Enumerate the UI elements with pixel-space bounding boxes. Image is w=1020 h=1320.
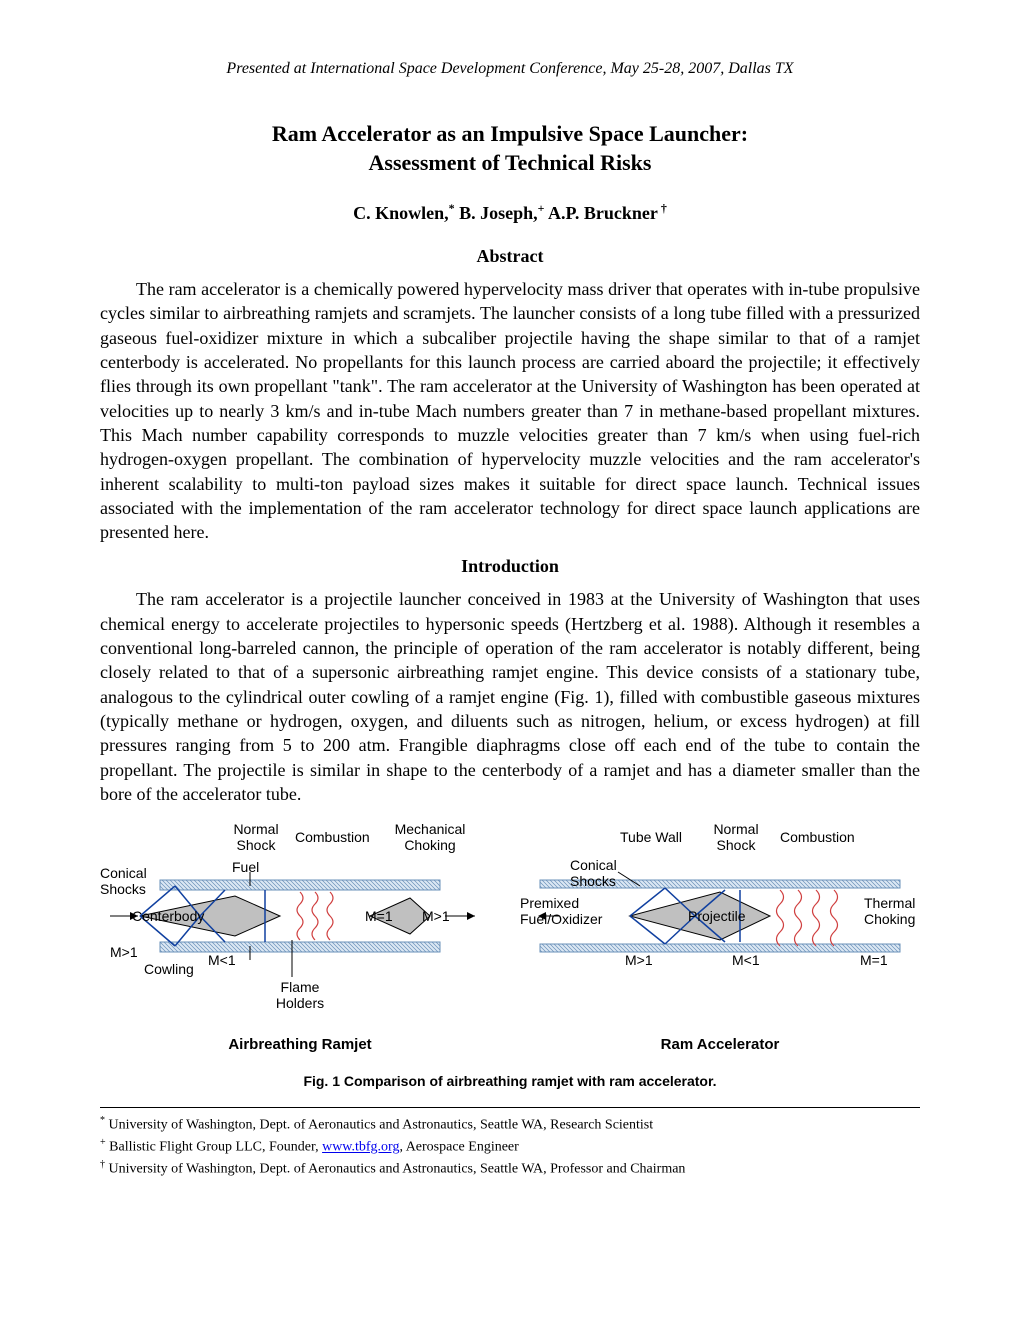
label-projectile: Projectile: [688, 909, 746, 924]
label-tube-wall: Tube Wall: [620, 830, 682, 845]
label-m-gt1-r: M>1: [625, 953, 653, 968]
label-combustion: Combustion: [295, 830, 370, 845]
label-m-lt1: M<1: [208, 953, 236, 968]
label-normal-shock-r: NormalShock: [710, 822, 762, 853]
paper-title: Ram Accelerator as an Impulsive Space La…: [100, 120, 920, 177]
authors: C. Knowlen,* B. Joseph,+ A.P. Bruckner †: [100, 201, 920, 224]
ramjet-panel: ConicalShocks NormalShock Combustion Mec…: [100, 822, 500, 1053]
label-premixed: PremixedFuel/Oxidizer: [520, 896, 610, 927]
label-cowling: Cowling: [144, 962, 194, 977]
footnote-2-link[interactable]: www.tbfg.org: [322, 1140, 399, 1155]
label-m-gt1-right: M>1: [422, 909, 450, 924]
footnote-2-post: , Aerospace Engineer: [399, 1140, 518, 1155]
intro-paragraph: The ram accelerator is a projectile laun…: [100, 587, 920, 806]
author-1-mark: *: [449, 201, 455, 215]
label-combustion-r: Combustion: [780, 830, 855, 845]
ram-accel-caption: Ram Accelerator: [520, 1036, 920, 1053]
ram-accel-panel: Tube Wall NormalShock Combustion Conical…: [520, 822, 920, 1053]
label-normal-shock: NormalShock: [230, 822, 282, 853]
footnote-3: † University of Washington, Dept. of Aer…: [100, 1158, 920, 1180]
intro-heading: Introduction: [100, 556, 920, 577]
label-fuel: Fuel: [232, 860, 259, 875]
author-2: B. Joseph,: [459, 203, 538, 223]
label-m-eq1-r: M=1: [860, 953, 888, 968]
label-m-lt1-r: M<1: [732, 953, 760, 968]
label-conical-shocks-r: ConicalShocks: [570, 858, 626, 889]
page: Presented at International Space Develop…: [0, 0, 1020, 1220]
ramjet-diagram: ConicalShocks NormalShock Combustion Mec…: [100, 822, 500, 1032]
label-thermal-choking: ThermalChoking: [864, 896, 922, 927]
figure-row: ConicalShocks NormalShock Combustion Mec…: [100, 822, 920, 1053]
footnote-1-text: University of Washington, Dept. of Aeron…: [105, 1118, 653, 1133]
footnotes: * University of Washington, Dept. of Aer…: [100, 1107, 920, 1180]
author-2-mark: +: [538, 201, 545, 215]
conference-header: Presented at International Space Develop…: [100, 60, 920, 78]
author-1: C. Knowlen,: [353, 203, 449, 223]
footnote-3-text: University of Washington, Dept. of Aeron…: [105, 1162, 685, 1177]
footnote-1: * University of Washington, Dept. of Aer…: [100, 1114, 920, 1136]
footnote-2-pre: Ballistic Flight Group LLC, Founder,: [106, 1140, 322, 1155]
author-3: A.P. Bruckner: [548, 203, 658, 223]
abstract-heading: Abstract: [100, 246, 920, 267]
ram-accel-diagram: Tube Wall NormalShock Combustion Conical…: [520, 822, 920, 1032]
label-conical-shocks: ConicalShocks: [100, 866, 156, 897]
ramjet-caption: Airbreathing Ramjet: [100, 1036, 500, 1053]
figure-caption: Fig. 1 Comparison of airbreathing ramjet…: [100, 1073, 920, 1089]
label-m-eq1: M=1: [365, 909, 393, 924]
title-line-2: Assessment of Technical Risks: [369, 150, 652, 175]
label-mech-choking: MechanicalChoking: [390, 822, 470, 853]
label-m-gt1-left: M>1: [110, 945, 138, 960]
figure-1: ConicalShocks NormalShock Combustion Mec…: [100, 822, 920, 1089]
label-flame-holders: FlameHolders: [270, 980, 330, 1011]
title-line-1: Ram Accelerator as an Impulsive Space La…: [272, 121, 748, 146]
footnote-2: + Ballistic Flight Group LLC, Founder, w…: [100, 1136, 920, 1158]
label-centerbody: Centerbody: [132, 909, 204, 924]
abstract-paragraph: The ram accelerator is a chemically powe…: [100, 277, 920, 544]
author-3-mark: †: [658, 201, 667, 215]
